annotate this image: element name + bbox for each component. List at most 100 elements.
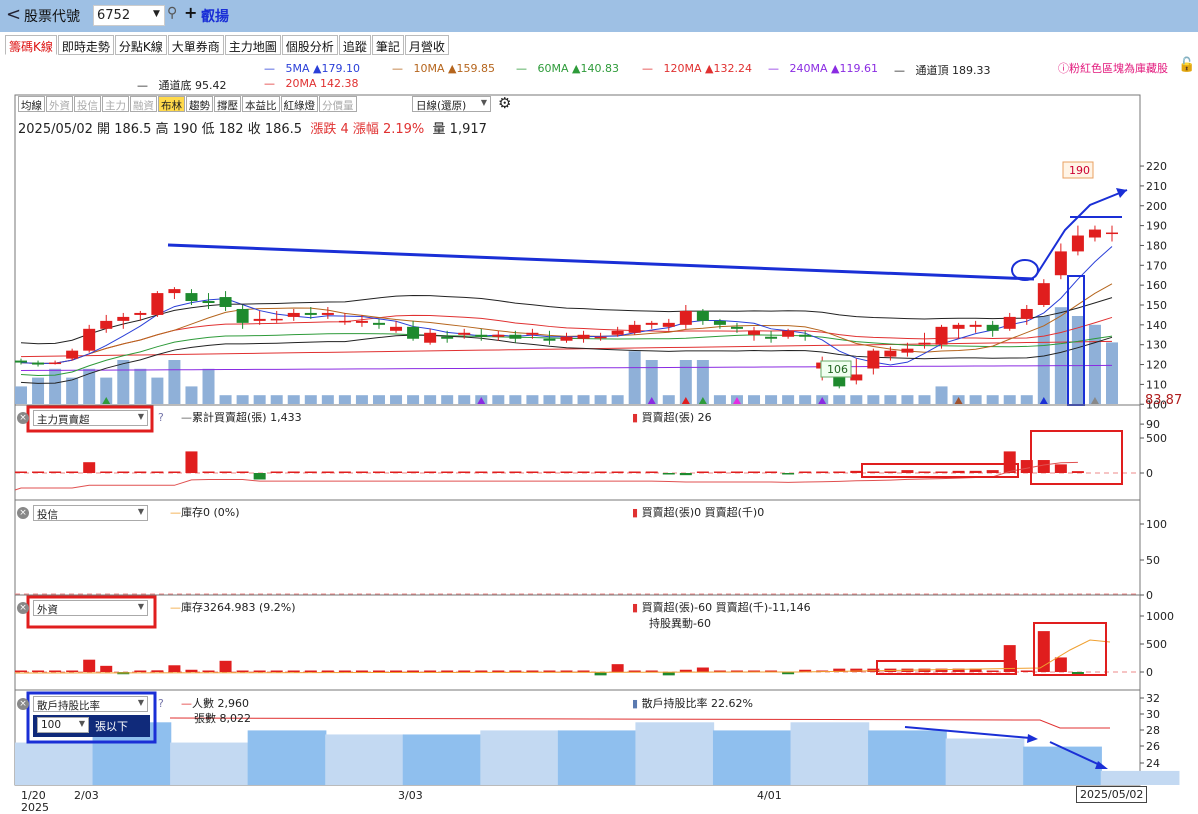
main-force-cumulative-line	[14, 461, 1078, 491]
toolbar-button-9[interactable]: 紅綠燈	[280, 96, 318, 112]
volume-bar-6	[117, 360, 130, 404]
toolbar-button-4[interactable]: 融資	[130, 96, 157, 112]
y-tick-label-0: 220	[1146, 160, 1167, 173]
trust-tick-label-2: 0	[1146, 589, 1153, 602]
main-force-bar-59	[1020, 460, 1033, 473]
retail-select[interactable]: 散戶持股比率 ▼	[33, 696, 148, 712]
help-icon[interactable]: ?	[158, 697, 164, 710]
tab-5[interactable]: 個股分析	[281, 35, 338, 55]
main-force-bar-32	[560, 471, 573, 473]
candle-body-9	[168, 289, 181, 294]
search-icon[interactable]: ⚲	[167, 5, 178, 21]
event-marker-5	[732, 397, 741, 404]
volume-bar-0	[15, 386, 27, 404]
toolbar-button-3[interactable]: 主力	[102, 96, 129, 112]
volume-bar-60	[1037, 316, 1050, 404]
foreign-select[interactable]: 外資 ▼	[33, 600, 148, 616]
main-force-bar-34	[594, 471, 607, 473]
candle-body-35	[611, 330, 624, 335]
main-force-bar-29	[509, 471, 522, 473]
main-force-bar-49	[850, 470, 863, 473]
close-panel-foreign-icon[interactable]: ×	[17, 602, 29, 614]
tab-6[interactable]: 追蹤	[338, 35, 371, 55]
candle-body-26	[458, 332, 471, 335]
close-panel-main-force-icon[interactable]: ×	[17, 412, 29, 424]
volume-bar-28	[492, 395, 505, 404]
legend-note: ⓘ粉紅色區塊為庫藏股	[1058, 62, 1168, 75]
toolbar-button-2[interactable]: 投信	[74, 96, 101, 112]
foreign-bar-24	[424, 670, 437, 672]
downtrend-line-annotation	[167, 243, 1035, 281]
main-force-bar-20	[355, 471, 368, 473]
foreign-bar-9	[168, 665, 181, 672]
gear-icon[interactable]: ⚙	[498, 94, 512, 112]
foreign-inventory-line	[14, 639, 1111, 674]
toolbar-button-8[interactable]: 本益比	[242, 96, 280, 112]
volume-bar-17	[304, 395, 317, 404]
help-icon[interactable]: ?	[158, 411, 164, 424]
tab-4[interactable]: 主力地圖	[224, 35, 281, 55]
tab-1[interactable]: 即時走勢	[57, 35, 114, 55]
candle-body-19	[338, 320, 351, 323]
main-force-bar-47	[816, 471, 829, 473]
candle-body-29	[509, 334, 522, 339]
period-select[interactable]: 日線(還原) ▼	[412, 96, 491, 112]
tab-7[interactable]: 筆記	[371, 35, 404, 55]
legend-ma60: — 60MA ▲140.83	[516, 62, 619, 75]
candle-body-2	[49, 362, 62, 365]
back-icon[interactable]: <	[6, 4, 22, 25]
chevron-down-icon[interactable]: ▼	[153, 9, 160, 19]
x-last-date: 2025/05/02	[1076, 786, 1148, 803]
volume-bar-25	[441, 395, 454, 404]
foreign-bar-3	[66, 670, 79, 672]
candle-body-59	[1020, 308, 1033, 319]
toolbar-button-0[interactable]: 均線	[18, 96, 45, 112]
candle-body-25	[441, 336, 454, 339]
volume-bar-31	[543, 395, 556, 404]
volume-bar-61	[1054, 307, 1067, 404]
main-force-bar-57	[986, 470, 999, 473]
retail-threshold-select[interactable]: 100 ▼	[37, 717, 89, 733]
main-force-legend-cumulative: —累計買賣超(張) 1,433	[181, 411, 302, 424]
volume-bar-57	[986, 395, 999, 404]
toolbar-button-5[interactable]: 布林	[158, 96, 185, 112]
candle-body-18	[321, 312, 334, 315]
stock-code-input[interactable]: 6752	[93, 5, 165, 26]
foreign-bar-26	[458, 670, 471, 672]
tab-8[interactable]: 月營收	[404, 35, 449, 55]
volume-bar-24	[424, 395, 437, 404]
volume-bar-1	[32, 377, 45, 404]
y-tick-label-12: 100	[1146, 398, 1167, 411]
toolbar-button-10[interactable]: 分價量	[319, 96, 357, 112]
foreign-bar-56	[969, 668, 982, 672]
main-force-bar-45	[782, 473, 795, 475]
tab-2[interactable]: 分點K線	[114, 35, 167, 55]
stock-code-label: 股票代號	[24, 9, 80, 25]
toolbar-button-7[interactable]: 撐壓	[214, 96, 241, 112]
plus-icon[interactable]: +	[184, 3, 198, 22]
retail-tick-label-1: 30	[1146, 708, 1160, 721]
lock-icon[interactable]: 🔓	[1178, 57, 1196, 73]
main-force-bar-22	[390, 471, 403, 473]
trust-select[interactable]: 投信 ▼	[33, 505, 148, 521]
close-panel-retail-icon[interactable]: ×	[17, 698, 29, 710]
main-force-bar-30	[526, 471, 539, 473]
main-force-bar-0	[15, 471, 27, 473]
close-panel-trust-icon[interactable]: ×	[17, 507, 29, 519]
candle-body-62	[1071, 235, 1084, 252]
y-tick-label-10: 120	[1146, 359, 1167, 372]
toolbar-button-1[interactable]: 外資	[46, 96, 73, 112]
x-label-0: 1/20	[21, 789, 46, 802]
y-tick-label-9: 130	[1146, 339, 1167, 352]
retail-ratio-block-8	[635, 722, 715, 785]
tab-3[interactable]: 大單券商	[167, 35, 224, 55]
volume-bar-20	[355, 395, 368, 404]
retail-trend-arrowhead-2	[1095, 761, 1108, 769]
tab-0[interactable]: 籌碼K線	[5, 35, 57, 55]
x-label-2: 3/03	[398, 789, 423, 802]
main-force-select[interactable]: 主力買賣超 ▼	[33, 410, 148, 426]
toolbar-button-6[interactable]: 趨勢	[186, 96, 213, 112]
main-force-bar-2	[49, 471, 62, 473]
foreign-bar-30	[526, 670, 539, 672]
main-force-bar-27	[475, 471, 488, 473]
